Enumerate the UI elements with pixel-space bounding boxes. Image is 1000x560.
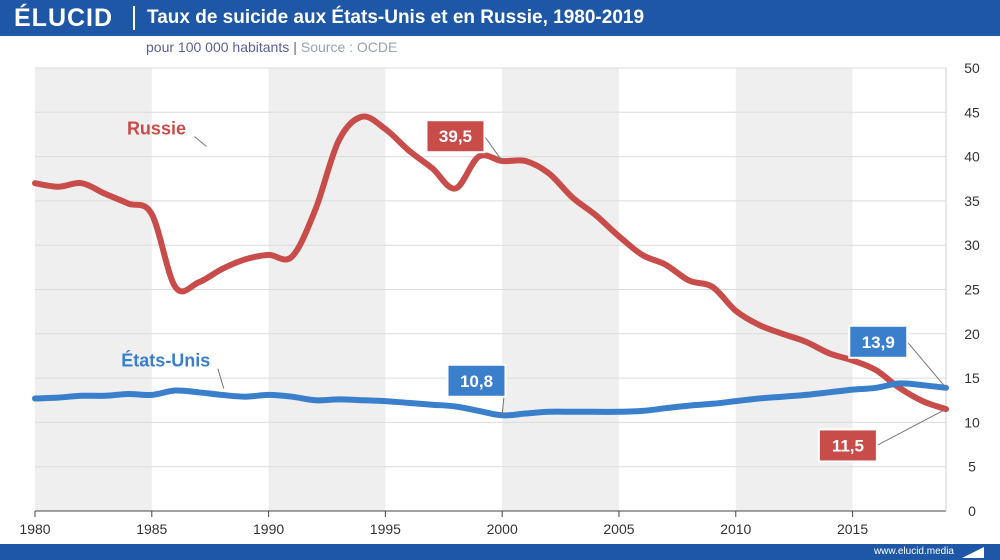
label-leader-line xyxy=(194,136,207,147)
series-name-label: Russie xyxy=(127,118,186,138)
value-callout-label: 11,5 xyxy=(832,436,864,455)
subtitle-separator: | xyxy=(293,39,297,55)
chart-subtitle: pour 100 000 habitants | Source : OCDE xyxy=(146,39,397,55)
brand-mark-icon xyxy=(962,547,984,558)
value-callout-box xyxy=(425,119,486,154)
x-tick-label: 1985 xyxy=(136,521,167,537)
y-tick-label: 35 xyxy=(964,193,980,209)
y-tick-label: 0 xyxy=(968,503,976,519)
footer-bar: www.elucid.media xyxy=(0,544,1000,560)
callout-leader-line xyxy=(484,135,503,162)
x-tick-label: 1980 xyxy=(19,521,50,537)
unit-label: pour 100 000 habitants xyxy=(146,39,290,55)
y-tick-label: 10 xyxy=(964,414,980,430)
x-tick-label: 2010 xyxy=(720,521,751,537)
source-label: Source : OCDE xyxy=(300,39,398,55)
y-tick-label: 45 xyxy=(964,104,980,120)
value-callout-box xyxy=(817,428,878,463)
value-callout-box xyxy=(848,324,909,359)
callout-leader-line xyxy=(906,341,947,389)
header-separator xyxy=(133,6,135,30)
header-bar: ÉLUCID Taux de suicide aux États-Unis et… xyxy=(0,0,1000,36)
x-tick-label: 2015 xyxy=(837,521,868,537)
y-tick-label: 15 xyxy=(964,370,980,386)
x-tick-label: 1990 xyxy=(253,521,284,537)
y-tick-label: 30 xyxy=(964,237,980,253)
series-name-label: États-Unis xyxy=(121,350,210,371)
russia-series-line xyxy=(32,113,949,413)
usa-series-line xyxy=(32,380,949,419)
y-tick-label: 5 xyxy=(968,459,976,475)
y-tick-label: 25 xyxy=(964,282,980,298)
x-tick-label: 2005 xyxy=(603,521,634,537)
y-tick-label: 20 xyxy=(964,326,980,342)
y-tick-label: 50 xyxy=(964,60,980,76)
callout-leader-line xyxy=(876,408,947,446)
x-tick-label: 1995 xyxy=(370,521,401,537)
value-callout-label: 39,5 xyxy=(439,127,472,146)
x-tick-label: 2000 xyxy=(487,521,518,537)
value-callout-label: 13,9 xyxy=(862,333,895,352)
chart-title: Taux de suicide aux États-Unis et en Rus… xyxy=(147,7,645,28)
brand-logo: ÉLUCID xyxy=(14,4,114,32)
footer-url: www.elucid.media xyxy=(873,546,954,557)
label-leader-line xyxy=(217,368,225,389)
y-tick-label: 40 xyxy=(964,149,980,165)
value-callout-label: 10,8 xyxy=(460,372,493,391)
value-callout-box xyxy=(446,363,507,398)
